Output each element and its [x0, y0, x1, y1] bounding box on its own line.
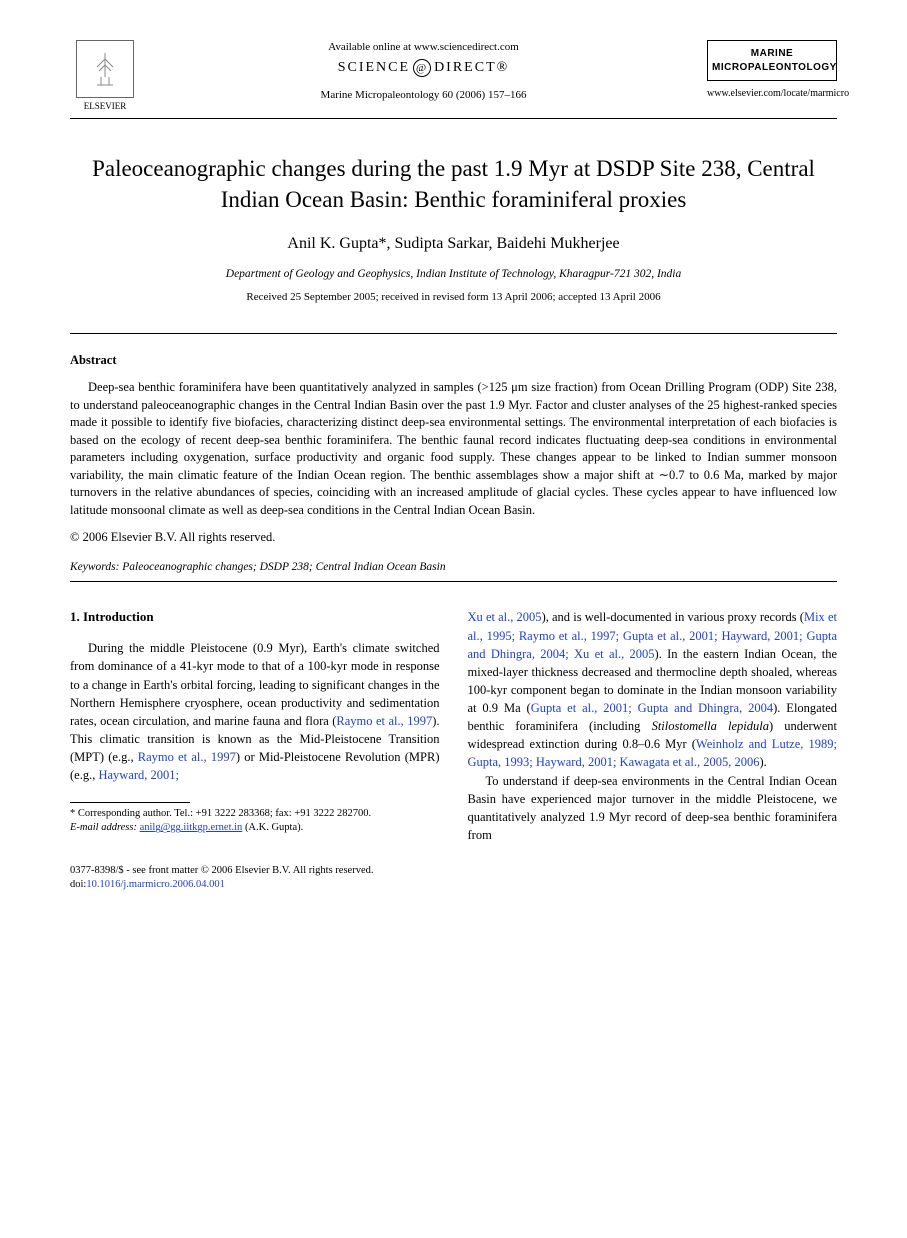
abstract-heading: Abstract [70, 352, 837, 369]
sd-right: DIRECT® [434, 60, 509, 75]
citation-link[interactable]: Raymo et al., 1997 [336, 714, 432, 728]
email-tail: (A.K. Gupta). [245, 822, 303, 833]
journal-header: ELSEVIER Available online at www.science… [70, 40, 837, 119]
journal-name-line2: MICROPALEONTOLOGY [712, 61, 832, 75]
footnote-rule [70, 802, 190, 803]
doi-line: doi:10.1016/j.marmicro.2006.04.001 [70, 878, 837, 892]
keywords-label: Keywords: [70, 561, 119, 573]
text: ), and is well-documented in various pro… [542, 610, 804, 624]
body-columns: 1. Introduction During the middle Pleist… [70, 608, 837, 844]
elsevier-tree-icon [76, 40, 134, 98]
text: ). [759, 755, 766, 769]
publisher-logo: ELSEVIER [70, 40, 140, 112]
sciencedirect-logo: SCIENCE@DIRECT® [160, 59, 687, 78]
available-online-text: Available online at www.sciencedirect.co… [160, 40, 687, 55]
corr-author-text: * Corresponding author. Tel.: +91 3222 2… [70, 807, 440, 821]
page-footer: 0377-8398/$ - see front matter © 2006 El… [70, 864, 837, 892]
journal-url: www.elsevier.com/locate/marmicro [707, 87, 837, 101]
journal-name-line1: MARINE [712, 47, 832, 61]
email-label: E-mail address: [70, 822, 137, 833]
at-icon: @ [413, 59, 431, 77]
column-left: 1. Introduction During the middle Pleist… [70, 608, 440, 844]
sd-left: SCIENCE [338, 60, 410, 75]
author-email-link[interactable]: anilg@gg.iitkgp.ernet.in [140, 822, 243, 833]
affiliation: Department of Geology and Geophysics, In… [70, 267, 837, 283]
corresponding-author-footnote: * Corresponding author. Tel.: +91 3222 2… [70, 807, 440, 835]
journal-reference: Marine Micropaleontology 60 (2006) 157–1… [160, 88, 687, 103]
keywords-values: Paleoceanographic changes; DSDP 238; Cen… [122, 561, 445, 573]
journal-logo-block: MARINE MICROPALEONTOLOGY www.elsevier.co… [707, 40, 837, 101]
species-name: Stilostomella lepidula [652, 719, 769, 733]
keywords: Keywords: Paleoceanographic changes; DSD… [70, 560, 837, 576]
intro-paragraph-1-cont: Xu et al., 2005), and is well-documented… [468, 608, 838, 771]
header-center: Available online at www.sciencedirect.co… [140, 40, 707, 103]
citation-link[interactable]: Xu et al., 2005 [468, 610, 542, 624]
divider [70, 333, 837, 334]
doi-link[interactable]: 10.1016/j.marmicro.2006.04.001 [86, 879, 225, 890]
citation-link[interactable]: Hayward, 2001; [98, 768, 179, 782]
authors: Anil K. Gupta*, Sudipta Sarkar, Baidehi … [70, 233, 837, 255]
intro-paragraph-1: During the middle Pleistocene (0.9 Myr),… [70, 639, 440, 784]
email-line: E-mail address: anilg@gg.iitkgp.ernet.in… [70, 821, 440, 835]
citation-link[interactable]: Gupta et al., 2001; Gupta and Dhingra, 2… [531, 701, 773, 715]
issn-line: 0377-8398/$ - see front matter © 2006 El… [70, 864, 837, 878]
article-title: Paleoceanographic changes during the pas… [70, 153, 837, 215]
doi-label: doi: [70, 879, 86, 890]
article-dates: Received 25 September 2005; received in … [70, 290, 837, 305]
abstract-copyright: © 2006 Elsevier B.V. All rights reserved… [70, 529, 837, 546]
intro-paragraph-2: To understand if deep-sea environments i… [468, 772, 838, 845]
column-right: Xu et al., 2005), and is well-documented… [468, 608, 838, 844]
intro-heading: 1. Introduction [70, 608, 440, 627]
journal-logo-box: MARINE MICROPALEONTOLOGY [707, 40, 837, 81]
citation-link[interactable]: Raymo et al., 1997 [138, 750, 236, 764]
abstract-body: Deep-sea benthic foraminifera have been … [70, 379, 837, 519]
divider [70, 581, 837, 582]
publisher-name: ELSEVIER [70, 100, 140, 112]
